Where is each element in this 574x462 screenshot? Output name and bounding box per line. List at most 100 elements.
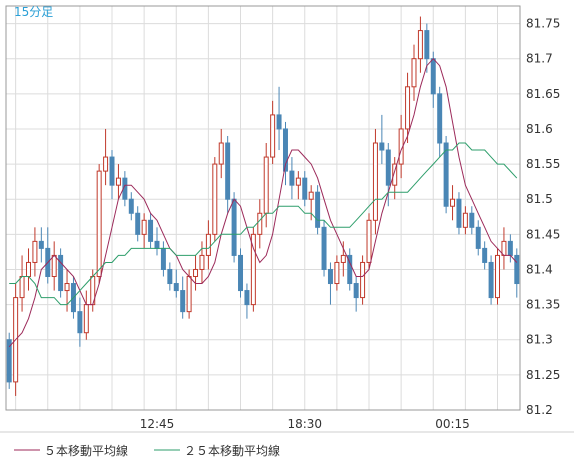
candle-body-up (270, 114, 276, 158)
candle (475, 220, 481, 256)
candle (495, 248, 501, 305)
candle-body-up (25, 261, 31, 278)
candle (128, 192, 134, 221)
candle-body-down (128, 198, 134, 214)
candle-body-up (360, 261, 366, 299)
candle (321, 220, 327, 277)
candle (238, 248, 244, 298)
candles (6, 16, 520, 396)
candle (218, 128, 224, 179)
y-tick-label: 81.25 (526, 368, 560, 382)
candle-body-up (366, 219, 372, 263)
candle (225, 135, 231, 214)
candle-body-down (347, 254, 353, 285)
candle (289, 157, 295, 200)
candle (360, 255, 366, 305)
candle-body-down (154, 240, 160, 249)
x-tick-label: 18:30 (287, 417, 322, 431)
candle (417, 16, 423, 73)
candle-body-down (353, 283, 359, 299)
candle-body-up (186, 276, 192, 313)
candle (257, 199, 263, 249)
candle-body-down (456, 198, 462, 228)
candle (302, 171, 308, 207)
candle (6, 332, 12, 389)
plot-area (6, 6, 520, 410)
period-label: 15分足 (14, 5, 53, 19)
candle-body-up (64, 283, 70, 292)
y-tick-label: 81.75 (526, 17, 560, 31)
candle (347, 248, 353, 291)
legend-label-ma25: ２５本移動平均線 (184, 443, 280, 458)
candle-body-down (488, 261, 494, 299)
candle (77, 297, 83, 347)
candle (469, 206, 475, 235)
candle (437, 86, 443, 158)
candle-body-up (334, 261, 340, 285)
y-tick-label: 81.35 (526, 298, 560, 312)
candle-body-up (218, 142, 224, 165)
candle-body-down (180, 290, 186, 313)
candle (295, 171, 301, 200)
candle-body-up (340, 254, 346, 263)
candle (456, 192, 462, 235)
candle-body-down (424, 30, 430, 60)
candle-body-down (135, 212, 141, 235)
candle-body-down (469, 212, 475, 228)
candle (193, 255, 199, 291)
y-tick-label: 81.6 (526, 122, 553, 136)
candle-body-up (103, 156, 109, 172)
candle (244, 283, 250, 319)
candle (372, 128, 378, 235)
candle-body-down (77, 311, 83, 334)
candle (488, 255, 494, 305)
x-axis-tick-labels: 12:45 18:30 00:15 (140, 417, 470, 431)
candle-body-up (51, 254, 57, 278)
candle-body-down (514, 254, 520, 285)
candle-body-down (231, 198, 237, 256)
candle-body-up (199, 254, 205, 270)
candle (103, 128, 109, 186)
candle (379, 114, 385, 165)
legend: ５本移動平均線 ２５本移動平均線 (14, 443, 280, 458)
ma5-line (8, 57, 518, 348)
y-tick-label: 81.7 (526, 52, 553, 66)
y-tick-label: 81.5 (526, 192, 553, 206)
candle (276, 86, 282, 151)
candle (250, 227, 256, 312)
candle-body-down (482, 247, 488, 263)
candle-body-up (83, 304, 89, 334)
candle (32, 227, 38, 277)
candle (180, 276, 186, 319)
candle (334, 255, 340, 291)
candle (109, 150, 115, 200)
candle-body-down (109, 156, 115, 186)
candle-body-up (392, 163, 398, 186)
legend-label-ma5: ５本移動平均線 (44, 443, 128, 458)
candle-body-down (160, 247, 166, 270)
candle (405, 72, 411, 144)
candle (315, 185, 321, 235)
candle-body-down (379, 142, 385, 151)
candle-body-down (167, 268, 173, 285)
candle (327, 262, 333, 305)
grid-lines (6, 6, 520, 411)
candle (366, 213, 372, 270)
moving-average-lines (8, 57, 518, 348)
candle-body-up (141, 219, 147, 235)
candle (167, 262, 173, 291)
candle-body-down (276, 114, 282, 130)
candle-body-down (238, 254, 244, 292)
candle (450, 185, 456, 221)
candle (141, 213, 147, 249)
candle-body-up (417, 30, 423, 60)
y-axis-tick-labels: 81.2 81.25 81.3 81.35 81.4 81.45 81.5 81.55 81.6… (526, 17, 560, 417)
candle (58, 248, 64, 298)
candle-body-up (257, 212, 263, 235)
candle-body-down (443, 142, 449, 207)
candle-body-up (115, 177, 121, 186)
y-tick-label: 81.2 (526, 403, 553, 417)
candle (443, 135, 449, 214)
candle-body-down (289, 170, 295, 186)
